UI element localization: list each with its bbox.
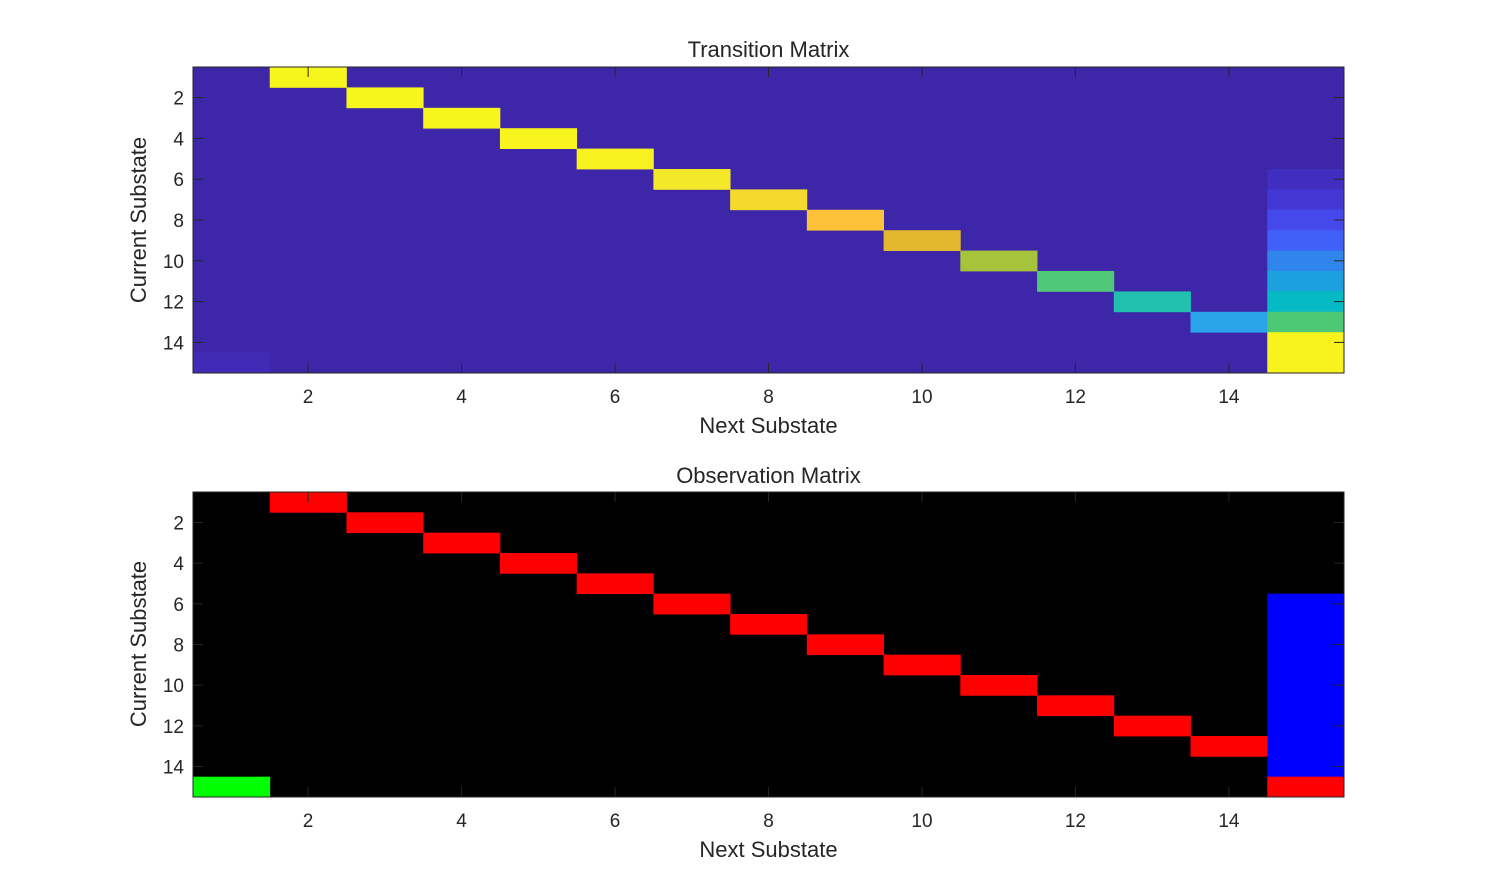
heatmap-cell-r13-c15 — [1267, 311, 1345, 333]
y-tick-label: 2 — [173, 514, 184, 535]
heatmap-cell-r5-c6 — [576, 148, 654, 170]
heatmap-background — [193, 492, 1344, 797]
heatmap-cell-r13-c14 — [1190, 736, 1268, 757]
heatmap-cell-r11-c12 — [1037, 695, 1115, 717]
y-tick-label: 8 — [173, 211, 184, 232]
heatmap-cell-r1-c2 — [269, 492, 347, 513]
heatmap-cells — [193, 492, 1345, 798]
heatmap-cell-r4-c5 — [499, 128, 578, 149]
x-tick-label: 10 — [911, 387, 932, 408]
heatmap-cell-r13-c15 — [1267, 736, 1345, 757]
heatmap-cell-r8-c9 — [806, 634, 884, 656]
y-tick-label: 4 — [173, 554, 184, 575]
heatmap-cell-r14-c15 — [1267, 756, 1345, 778]
heatmap-cell-r11-c15 — [1267, 271, 1345, 292]
heatmap-cell-r3-c4 — [423, 532, 501, 554]
x-axis-label: Next Substate — [699, 837, 837, 862]
heatmap-cell-r11-c15 — [1267, 695, 1345, 717]
heatmap-cell-r9-c15 — [1267, 654, 1345, 676]
heatmap-cell-r2-c3 — [346, 87, 424, 109]
heatmap-cell-r10-c15 — [1267, 675, 1345, 696]
heatmap-cell-r2-c3 — [346, 512, 424, 534]
heatmap-cell-r6-c15 — [1267, 593, 1345, 615]
x-tick-label: 12 — [1065, 387, 1086, 408]
heatmap-cell-r12-c13 — [1113, 291, 1191, 313]
y-tick-label: 4 — [173, 129, 184, 150]
y-tick-label: 10 — [163, 676, 184, 697]
y-tick-label: 14 — [163, 333, 185, 354]
y-tick-label: 14 — [163, 758, 185, 779]
heatmap-cell-r13-c14 — [1190, 311, 1268, 333]
x-tick-label: 8 — [763, 811, 774, 832]
y-axis-label: Current Substate — [126, 561, 151, 727]
heatmap-cell-r5-c6 — [576, 573, 654, 595]
y-axis-label: Current Substate — [126, 137, 151, 303]
x-tick-label: 6 — [610, 387, 621, 408]
heatmap-cell-r8-c15 — [1267, 634, 1345, 656]
heatmap-cell-r7-c15 — [1267, 189, 1345, 211]
heatmap-cell-r6-c7 — [653, 169, 731, 190]
y-tick-label: 2 — [173, 89, 184, 110]
heatmap-cell-r7-c8 — [730, 614, 808, 635]
heatmap-cell-r10-c11 — [960, 675, 1038, 696]
x-tick-label: 10 — [911, 811, 932, 832]
heatmap-cell-r1-c2 — [269, 67, 347, 88]
heatmap-cell-r7-c15 — [1267, 614, 1345, 635]
heatmap-cell-r11-c12 — [1037, 271, 1115, 292]
x-tick-label: 8 — [763, 387, 774, 408]
heatmap-cell-r7-c8 — [730, 189, 808, 211]
heatmap-cell-r12-c15 — [1267, 291, 1345, 313]
heatmap-cell-r8-c15 — [1267, 209, 1345, 231]
chart-title: Observation Matrix — [676, 463, 861, 488]
y-tick-label: 12 — [163, 717, 184, 738]
heatmap-cell-r15-c15 — [1267, 776, 1345, 798]
x-ticks: 2 4 6 8 10 12 14 — [303, 492, 1240, 832]
x-tick-label: 6 — [610, 811, 621, 832]
x-tick-label: 4 — [456, 811, 467, 832]
x-tick-label: 2 — [303, 387, 314, 408]
heatmap-cell-r12-c15 — [1267, 715, 1345, 737]
heatmap-cell-r6-c15 — [1267, 169, 1345, 190]
heatmap-cell-r10-c11 — [960, 250, 1038, 272]
observation-matrix-panel: Observation Matrix 2 4 6 8 10 12 14 2 4 6 8 10 12 14… — [126, 463, 1345, 862]
y-ticks: 2 4 6 8 10 12 14 — [163, 89, 1344, 354]
heatmap-cell-r12-c13 — [1113, 715, 1191, 737]
x-tick-label: 14 — [1218, 387, 1240, 408]
heatmap-cell-r9-c15 — [1267, 230, 1345, 251]
heatmap-background — [193, 67, 1344, 373]
heatmap-cell-r9-c10 — [883, 654, 961, 676]
heatmap-cell-r15-c15 — [1267, 352, 1345, 374]
y-ticks: 2 4 6 8 10 12 14 — [163, 514, 1344, 779]
heatmap-cell-r8-c9 — [806, 209, 884, 231]
x-ticks: 2 4 6 8 10 12 14 — [303, 67, 1240, 408]
heatmap-cell-r14-c15 — [1267, 332, 1345, 353]
y-tick-label: 10 — [163, 252, 184, 273]
heatmap-cell-r10-c15 — [1267, 250, 1345, 272]
y-tick-label: 8 — [173, 636, 184, 657]
transition-matrix-panel: Transition Matrix 2 4 6 8 10 12 14 2468101214 … — [126, 37, 1345, 438]
x-tick-label: 12 — [1065, 811, 1086, 832]
chart-title: Transition Matrix — [688, 37, 850, 62]
x-tick-label: 4 — [456, 387, 467, 408]
y-tick-label: 12 — [163, 293, 184, 314]
heatmap-cell-r15-c1 — [193, 352, 271, 374]
heatmap-cell-r4-c5 — [499, 553, 578, 574]
x-axis-label: Next Substate — [699, 413, 837, 438]
heatmap-cell-r3-c4 — [423, 107, 501, 129]
heatmap-cell-r6-c7 — [653, 593, 731, 615]
y-tick-label: 6 — [173, 170, 184, 191]
y-tick-label: 6 — [173, 595, 184, 616]
heatmap-cells — [193, 67, 1345, 374]
x-tick-label: 2 — [303, 811, 314, 832]
heatmap-cell-r9-c10 — [883, 230, 961, 251]
x-tick-label: 14 — [1218, 811, 1240, 832]
heatmap-cell-r15-c1 — [193, 776, 271, 798]
